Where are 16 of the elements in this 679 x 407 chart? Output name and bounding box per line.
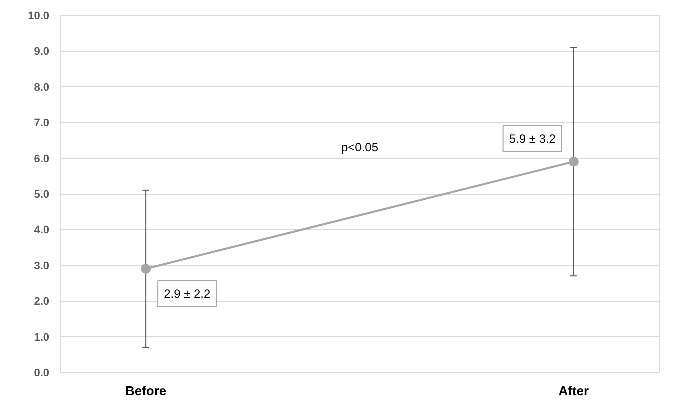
y-tick-label: 4.0: [34, 224, 50, 237]
y-tick-label: 8.0: [34, 82, 50, 94]
y-tick-label: 6.0: [34, 153, 50, 166]
y-tick-label: 7.0: [34, 118, 50, 130]
data-label: 5.9 ± 3.2: [509, 132, 556, 146]
data-label: 2.9 ± 2.2: [164, 286, 212, 301]
x-tick-label: After: [558, 384, 590, 398]
y-tick-label: 10.0: [28, 10, 50, 22]
y-tick-label: 0.0: [34, 368, 50, 380]
y-tick-label: 5.0: [34, 189, 50, 201]
y-tick-label: 3.0: [34, 260, 50, 272]
y-tick-label: 9.0: [34, 46, 50, 58]
annotation: p<0.05: [341, 140, 379, 155]
y-tick-label: 2.0: [34, 296, 50, 308]
y-tick-label: 1.0: [34, 332, 50, 344]
x-tick-label: Before: [125, 384, 167, 398]
